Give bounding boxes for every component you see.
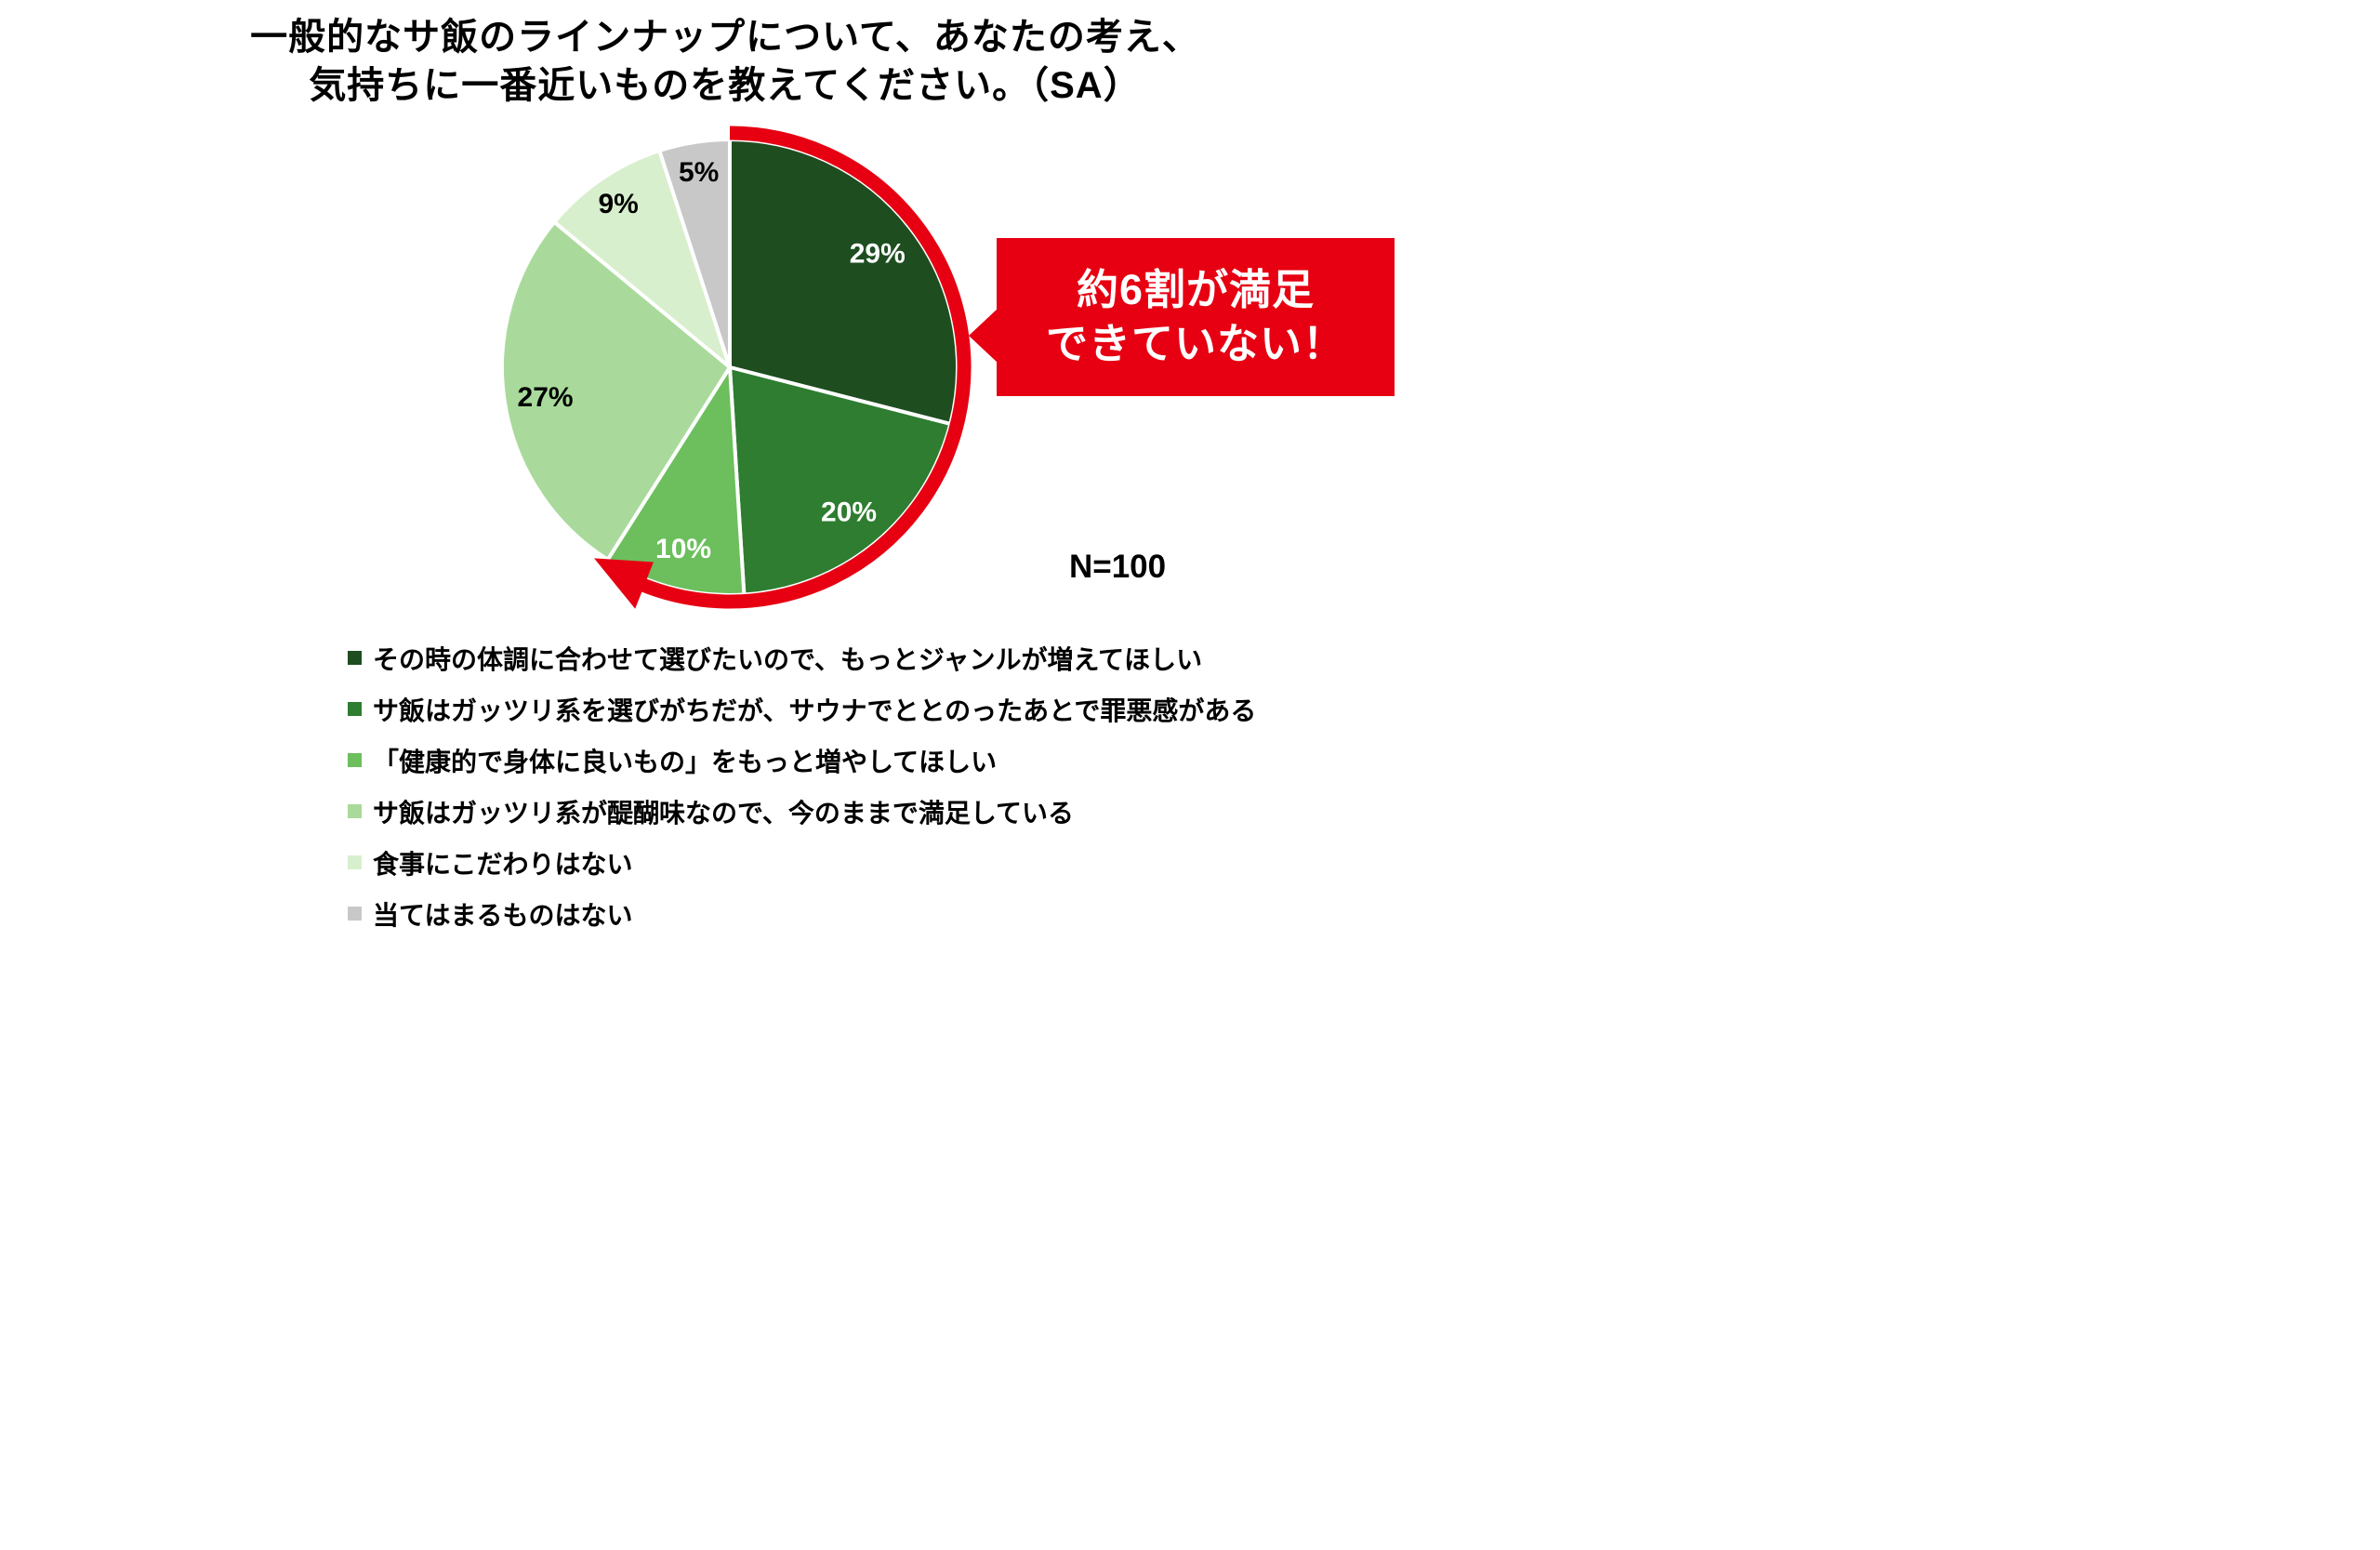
legend-swatch-icon xyxy=(348,907,362,921)
sample-size-label: N=100 xyxy=(1069,549,1167,585)
legend-label-2: 「健康的で身体に良いもの」をもっと増やしてほしい xyxy=(373,747,998,776)
callout-left-pointer xyxy=(969,308,998,364)
legend: その時の体調に合わせて選びたいので、もっとジャンルが増えてほしい サ飯はガッツリ系… xyxy=(348,632,1256,939)
highlight-callout: 約6割が満足 できていない！ xyxy=(969,238,1395,396)
pie-slice-value-1: 20% xyxy=(821,497,877,527)
highlight-arc xyxy=(626,126,972,609)
pie-slice-4 xyxy=(552,148,732,369)
chart-title: 一般的なサ飯のラインナップについて、あなたの考え、 気持ちに一番近いものを教えて… xyxy=(0,13,1450,110)
legend-label-4: 食事にこだわりはない xyxy=(373,849,633,879)
chart-title-line2: 気持ちに一番近いものを教えてください。（SA） xyxy=(309,65,1142,106)
pie-slice-value-3: 27% xyxy=(518,382,574,413)
callout-text-line1: 約6割が満足 xyxy=(1076,266,1316,314)
legend-item-2: 「健康的で身体に良いもの」をもっと増やしてほしい xyxy=(348,735,1256,786)
legend-item-3: サ飯はガッツリ系が醍醐味なので、今のままで満足している xyxy=(348,786,1256,837)
pie-slice-3 xyxy=(499,219,732,562)
legend-swatch-icon xyxy=(348,804,362,818)
pie-slice-value-5: 5% xyxy=(679,157,719,188)
pie-slice-5 xyxy=(657,138,732,369)
legend-swatch-icon xyxy=(348,651,362,665)
callout-text-line2: できていない！ xyxy=(1045,320,1345,367)
pie-slice-value-2: 10% xyxy=(655,534,711,564)
legend-item-1: サ飯はガッツリ系を選びがちだが、サウナでととのったあとで罪悪感がある xyxy=(348,683,1256,735)
legend-swatch-icon xyxy=(348,702,362,716)
highlight-arc-arrowhead xyxy=(594,558,654,609)
chart-title-line1: 一般的なサ飯のラインナップについて、あなたの考え、 xyxy=(250,17,1200,58)
legend-label-0: その時の体調に合わせて選びたいので、もっとジャンルが増えてほしい xyxy=(373,644,1203,674)
legend-swatch-icon xyxy=(348,855,362,869)
legend-label-1: サ飯はガッツリ系を選びがちだが、サウナでととのったあとで罪悪感がある xyxy=(373,696,1257,725)
legend-item-4: 食事にこだわりはない xyxy=(348,837,1256,888)
legend-label-5: 当てはまるものはない xyxy=(373,900,633,930)
legend-item-0: その時の体調に合わせて選びたいので、もっとジャンルが増えてほしい xyxy=(348,632,1256,683)
legend-item-5: 当てはまるものはない xyxy=(348,888,1256,939)
pie-chart: 29% 20% 10% 27% 9% 5% xyxy=(499,126,972,609)
pie-slice-value-4: 9% xyxy=(599,189,639,219)
pie-slice-value-0: 29% xyxy=(850,238,906,269)
legend-swatch-icon xyxy=(348,753,362,767)
legend-label-3: サ飯はガッツリ系が醍醐味なので、今のままで満足している xyxy=(373,798,1075,828)
